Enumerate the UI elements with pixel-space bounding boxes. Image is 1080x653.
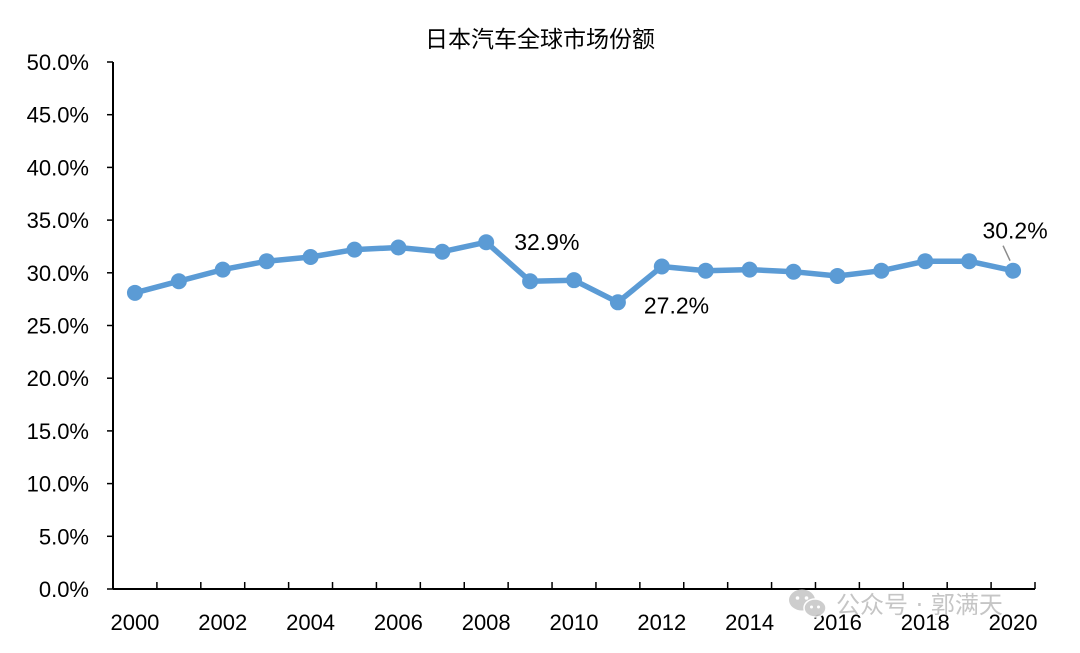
y-tick-label: 30.0% (27, 261, 89, 286)
y-tick-label: 35.0% (27, 208, 89, 233)
data-point (522, 273, 539, 290)
data-label: 27.2% (644, 292, 709, 318)
data-point (697, 262, 714, 279)
data-point (126, 284, 143, 301)
watermark: 公众号 · 郭满天 (789, 589, 1003, 619)
y-tick-label: 15.0% (27, 419, 89, 444)
label-leader-line (1002, 245, 1011, 262)
chart-title: 日本汽车全球市场份额 (425, 27, 655, 53)
data-point (785, 263, 802, 280)
x-tick-label: 2014 (725, 610, 774, 635)
data-label: 32.9% (514, 229, 579, 255)
data-label: 30.2% (982, 218, 1047, 244)
y-axis-ticks: 0.0% 5.0% 10.0% 15.0% 20.0% 25.0% 30.0% 35.0% 40… (27, 50, 113, 602)
data-point (346, 241, 363, 258)
x-tick-label: 2002 (198, 610, 247, 635)
data-point (258, 253, 275, 270)
y-tick-label: 45.0% (27, 103, 89, 128)
data-point (917, 253, 934, 270)
x-tick-label: 2006 (374, 610, 423, 635)
data-point (302, 248, 319, 265)
x-tick-label: 2000 (110, 610, 159, 635)
watermark-text: 公众号 · 郭满天 (836, 591, 1003, 619)
x-tick-label: 2012 (637, 610, 686, 635)
data-point (653, 258, 670, 275)
y-tick-label: 50.0% (27, 50, 89, 75)
y-tick-label: 0.0% (39, 577, 89, 602)
x-tick-label: 2004 (286, 610, 335, 635)
x-tick-label: 2010 (550, 610, 599, 635)
series (126, 234, 1022, 311)
data-point (609, 294, 626, 311)
data-point (961, 253, 978, 270)
data-point (1005, 262, 1022, 279)
data-point (741, 261, 758, 278)
x-tick-label: 2018 (901, 610, 950, 635)
data-point (566, 272, 582, 289)
y-tick-label: 25.0% (27, 314, 89, 339)
data-labels: 32.9% 27.2% 30.2% (514, 218, 1047, 319)
data-point (214, 261, 231, 278)
y-tick-label: 5.0% (39, 524, 89, 549)
data-point (478, 234, 495, 251)
data-point (434, 243, 451, 260)
data-point (873, 262, 890, 279)
wechat-icon (789, 589, 827, 618)
data-point (390, 239, 407, 256)
y-tick-label: 20.0% (27, 366, 89, 391)
x-tick-label: 2020 (989, 610, 1038, 635)
y-tick-label: 40.0% (27, 155, 89, 180)
axes (112, 62, 1035, 590)
data-point (170, 273, 187, 290)
x-tick-label: 2008 (462, 610, 511, 635)
y-tick-label: 10.0% (27, 472, 89, 497)
data-point (829, 267, 846, 284)
x-axis-ticks: 2000 2002 2004 2006 2008 2010 2012 2014 2016 2018… (110, 582, 1038, 635)
